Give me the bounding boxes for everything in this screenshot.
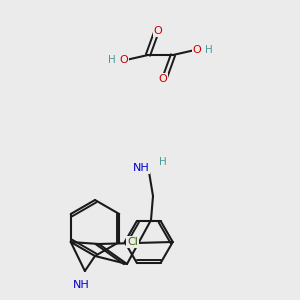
Text: O: O — [120, 55, 128, 65]
Text: O: O — [154, 26, 162, 36]
Text: O: O — [193, 45, 201, 55]
Text: H: H — [108, 55, 116, 65]
Text: NH: NH — [73, 280, 89, 290]
Text: NH: NH — [133, 163, 149, 173]
Text: H: H — [159, 157, 167, 167]
Text: O: O — [159, 74, 167, 84]
Text: Cl: Cl — [127, 237, 138, 247]
Text: H: H — [205, 45, 213, 55]
